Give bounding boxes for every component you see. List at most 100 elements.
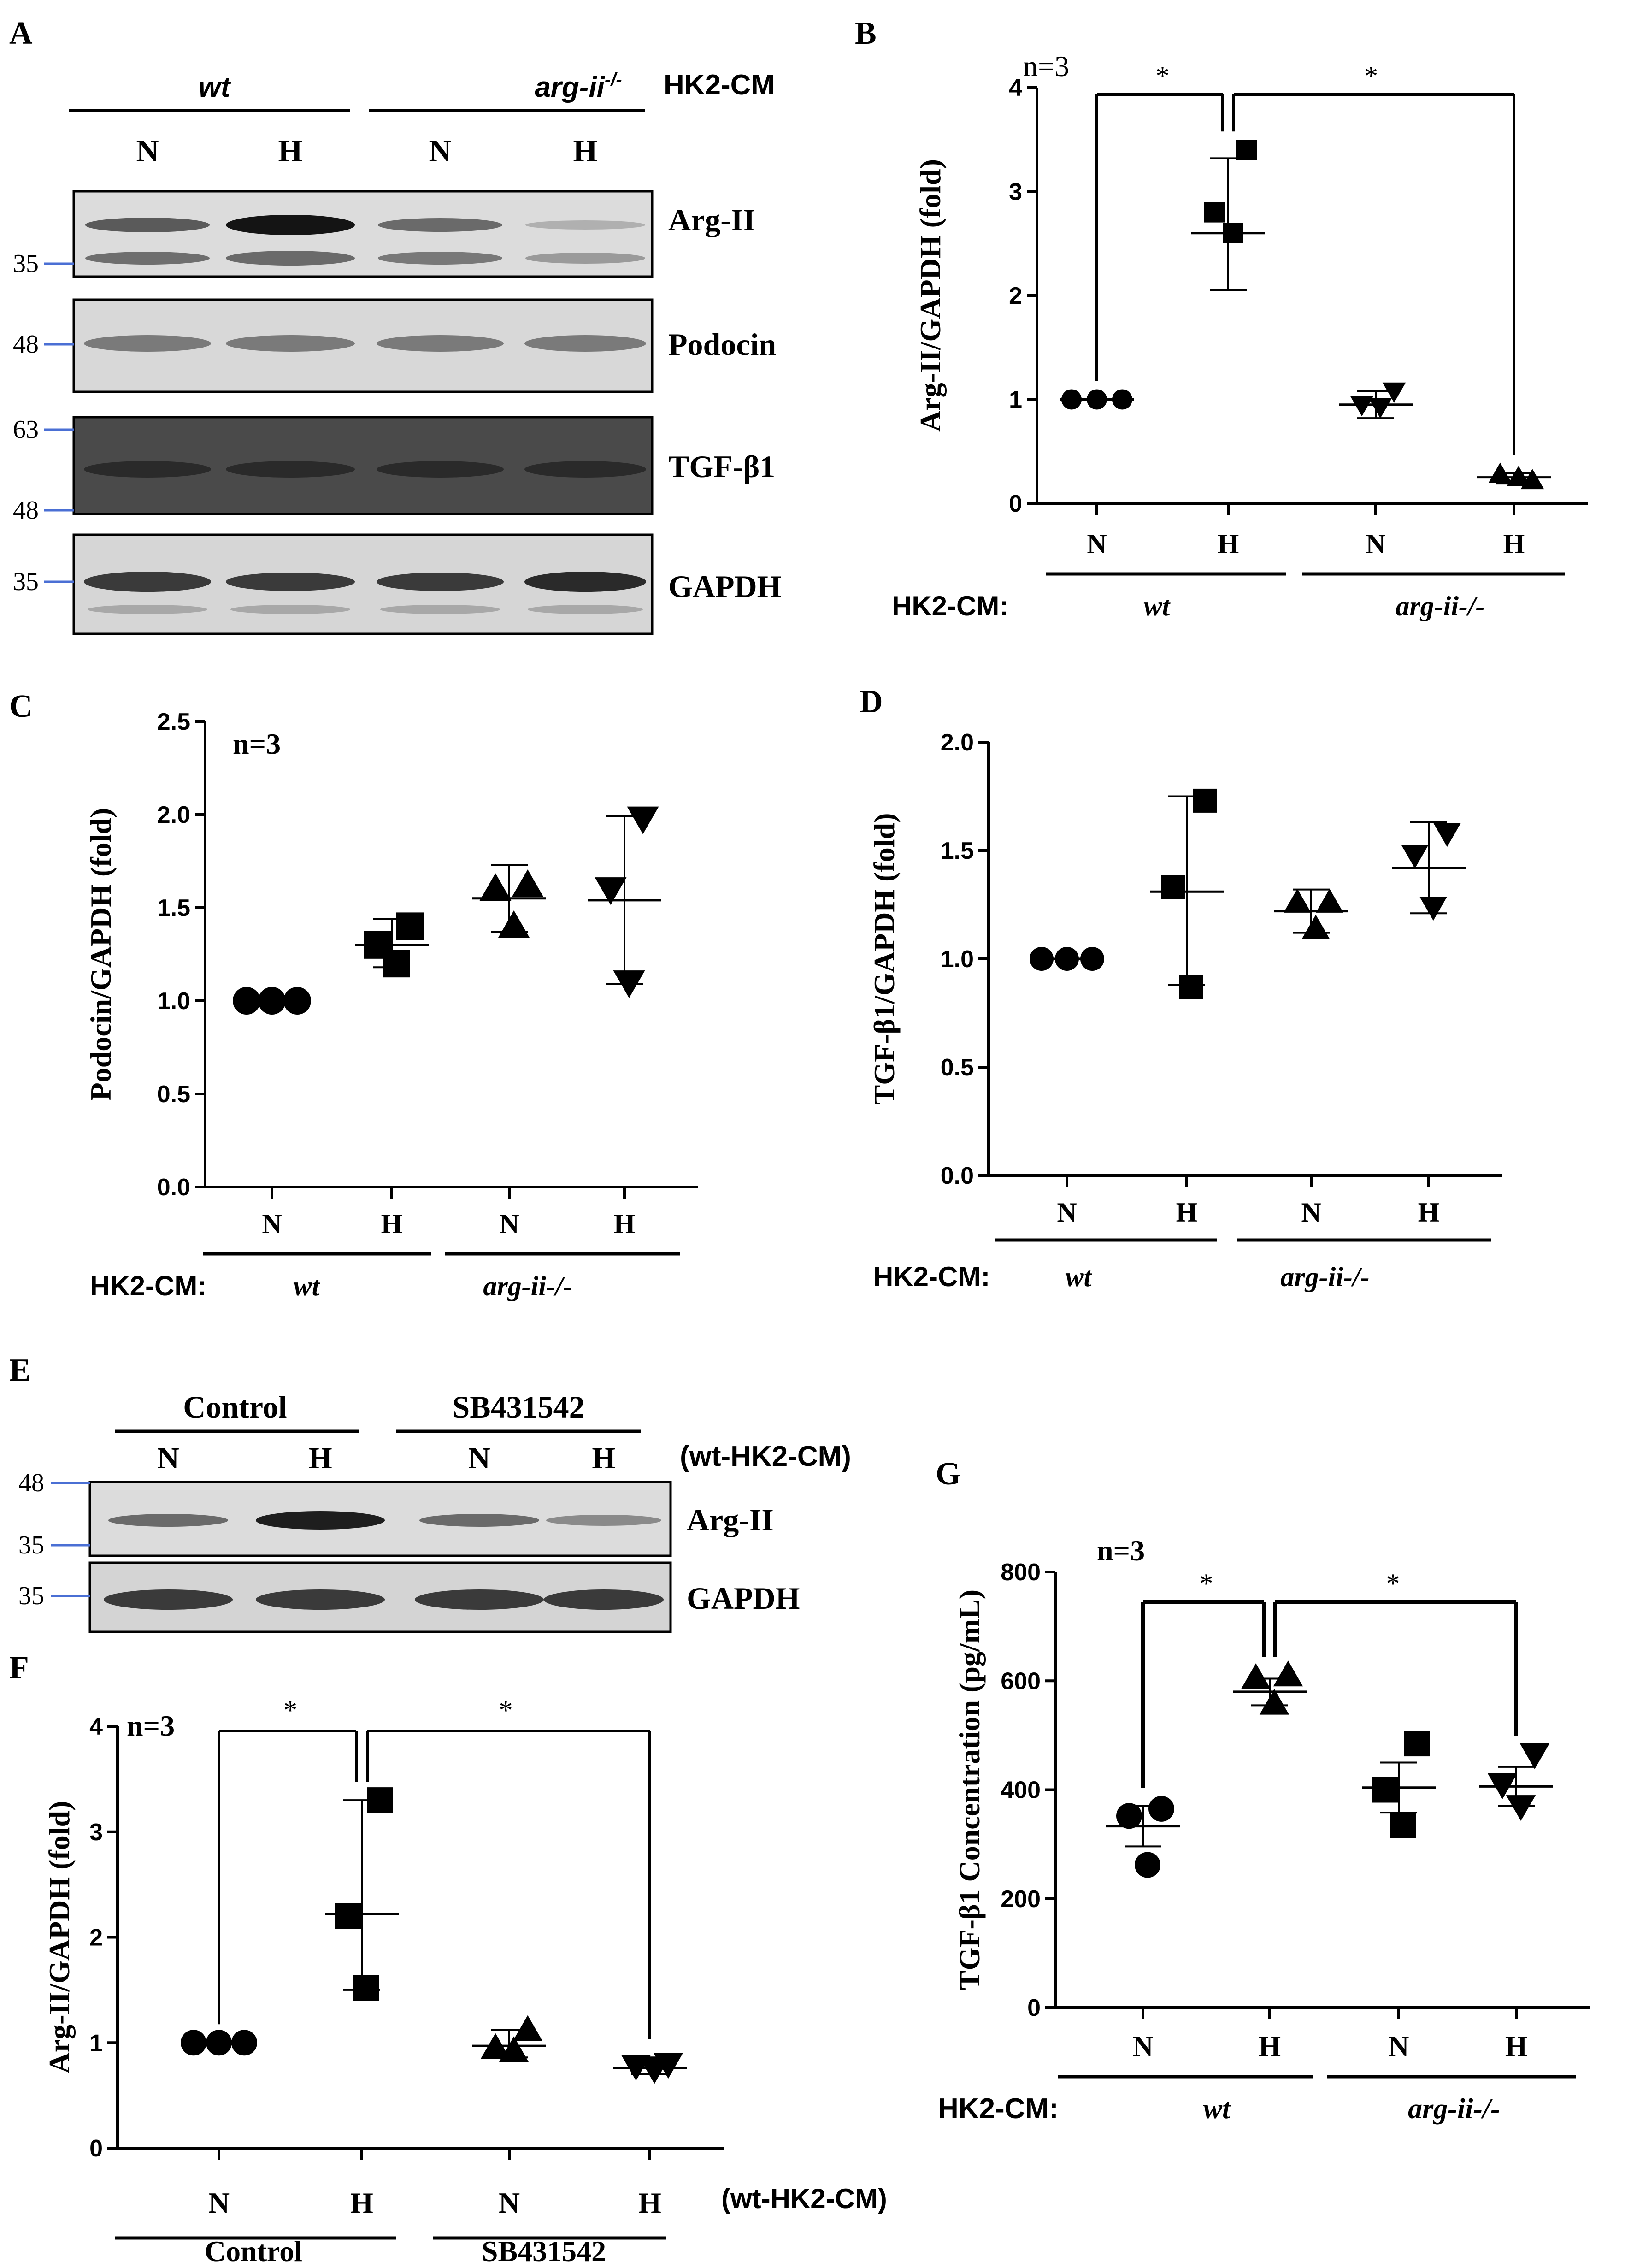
x-tick-label: H (381, 1209, 403, 1239)
data-point (1316, 888, 1343, 913)
data-point (1135, 1852, 1160, 1878)
group-label-arg-ii: arg-ii-/- (535, 70, 622, 103)
y-tick-label: 800 (1001, 1559, 1041, 1586)
x-tick-label: H (1505, 2031, 1527, 2062)
x-tick-label: N (1301, 1197, 1321, 1228)
n-label: n=3 (1023, 50, 1069, 83)
data-point (383, 950, 410, 978)
data-point (512, 2015, 543, 2041)
data-point (1350, 396, 1374, 417)
data-point (1419, 897, 1447, 921)
lane-label: N (157, 1441, 179, 1475)
x-tick-label: N (1087, 529, 1107, 559)
y-axis-label: TGF-β1 Concentration (pg/mL) (953, 1589, 986, 1990)
blot-strip-podocin (72, 298, 654, 393)
group-label: wt (294, 1271, 321, 1301)
y-tick-label: 2 (1009, 283, 1022, 309)
data-point (1302, 915, 1330, 939)
band-label-gapdh: GAPDH (687, 1581, 800, 1616)
y-tick-label: 0 (89, 2135, 103, 2162)
data-point (1401, 845, 1429, 869)
group-label: arg-ii-/- (1395, 591, 1484, 621)
group-label: arg-ii-/- (483, 1271, 572, 1301)
data-point (258, 987, 286, 1015)
data-point (1433, 823, 1461, 847)
group-label-sb431542: SB431542 (452, 1389, 584, 1424)
y-tick-label: 3 (89, 1819, 103, 1846)
axis-prefix-label: HK2-CM: (892, 591, 1008, 621)
y-tick-label: 0.5 (157, 1081, 190, 1108)
data-point (1273, 1660, 1303, 1687)
chart-f: 0 1 2 3 4 N H N H Control SB431542 (wt-HK2-CM) Arg-I… (43, 1695, 887, 2268)
y-tick-label: 0.5 (941, 1054, 974, 1081)
mw-marker: 35 (18, 1582, 44, 1610)
data-point (613, 970, 645, 998)
y-tick-label: 2.5 (157, 709, 190, 735)
panel-label-e: E (9, 1353, 31, 1388)
data-point (353, 1975, 379, 2001)
band-label-tgf-b1: TGF-β1 (668, 449, 775, 484)
blot-strip-arg-ii (88, 1481, 672, 1557)
data-point (512, 869, 544, 898)
data-point (367, 1787, 393, 1813)
mw-marker: 35 (13, 567, 39, 596)
x-tick-label: H (1218, 529, 1239, 559)
panel-label-f: F (9, 1650, 29, 1685)
significance-star: * (499, 1695, 513, 1725)
data-point (639, 2058, 670, 2084)
x-tick-label: H (1176, 1197, 1198, 1228)
data-point (1030, 947, 1054, 971)
blot-strip-tgf-b1 (72, 416, 654, 515)
data-point (206, 2030, 232, 2056)
mw-marker: 35 (13, 249, 39, 278)
y-tick-label: 600 (1001, 1668, 1041, 1695)
y-tick-label: 1.5 (941, 838, 974, 864)
data-point (1382, 382, 1406, 403)
blot-panel-e: Control SB431542 N H N H (wt-HK2-CM) Arg… (18, 1389, 851, 1633)
significance-star: * (283, 1695, 297, 1725)
y-tick-label: 4 (89, 1713, 103, 1740)
x-tick-label: N (1133, 2031, 1154, 2062)
data-point (1223, 223, 1243, 243)
data-point (499, 2036, 529, 2062)
data-point (1204, 202, 1225, 223)
data-point (595, 877, 627, 905)
group-label: wt (1066, 1262, 1093, 1292)
y-tick-label: 1 (89, 2030, 103, 2056)
data-point (1259, 1689, 1289, 1715)
group-label: arg-ii-/- (1408, 2093, 1500, 2125)
data-point (498, 910, 530, 938)
data-point (1519, 1743, 1550, 1769)
lane-label: H (278, 133, 303, 168)
data-point (1507, 466, 1531, 486)
lane-label: H (308, 1441, 332, 1475)
group-label-wt: wt (199, 71, 231, 103)
group-label: arg-ii-/- (1280, 1262, 1369, 1292)
data-point (1116, 1803, 1142, 1829)
significance-star: * (1386, 1568, 1400, 1599)
data-point (396, 912, 424, 940)
data-point (479, 873, 512, 901)
panel-label-g: G (936, 1456, 960, 1492)
significance-star: * (1156, 61, 1170, 91)
blot-panel-a: wt arg-ii-/- HK2-CM N H N H Arg-II 35 (13, 69, 782, 635)
y-tick-label: 0.0 (941, 1163, 974, 1189)
data-point (1061, 389, 1082, 410)
mw-marker: 35 (18, 1531, 44, 1559)
panel-label-b: B (855, 16, 877, 51)
n-label: n=3 (233, 727, 281, 760)
band-label-arg-ii: Arg-II (687, 1502, 774, 1537)
y-tick-label: 400 (1001, 1777, 1041, 1804)
x-tick-label: N (1366, 529, 1385, 559)
chart-c: 0.0 0.5 1.0 1.5 2.0 2.5 N H N H HK2-CM: wt arg-ii-/-… (84, 709, 698, 1301)
data-point (480, 2033, 511, 2059)
blot-strip-arg-ii (72, 190, 654, 278)
axis-prefix-label: HK2-CM: (90, 1270, 206, 1301)
y-tick-label: 1.0 (157, 988, 190, 1015)
y-tick-label: 1.5 (157, 895, 190, 921)
data-point (1506, 1795, 1536, 1821)
mw-marker: 48 (13, 496, 39, 525)
x-tick-label: N (262, 1209, 282, 1239)
x-tick-label: H (1503, 529, 1525, 559)
